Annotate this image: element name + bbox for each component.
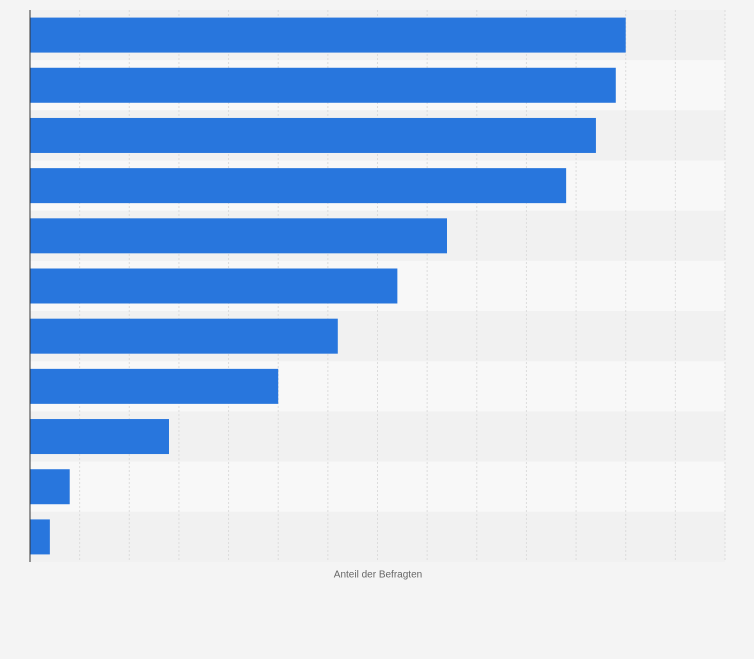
bar: [30, 419, 169, 455]
bar: [30, 117, 596, 153]
bar: [30, 218, 447, 254]
bar: [30, 519, 50, 555]
bar: [30, 268, 398, 304]
bar: [30, 17, 626, 53]
x-axis-label: Anteil der Befragten: [334, 570, 422, 581]
bar: [30, 469, 70, 505]
bar: [30, 368, 279, 404]
bar: [30, 67, 616, 103]
bar: [30, 318, 338, 354]
row-stripe: [30, 511, 725, 562]
bar: [30, 168, 567, 204]
